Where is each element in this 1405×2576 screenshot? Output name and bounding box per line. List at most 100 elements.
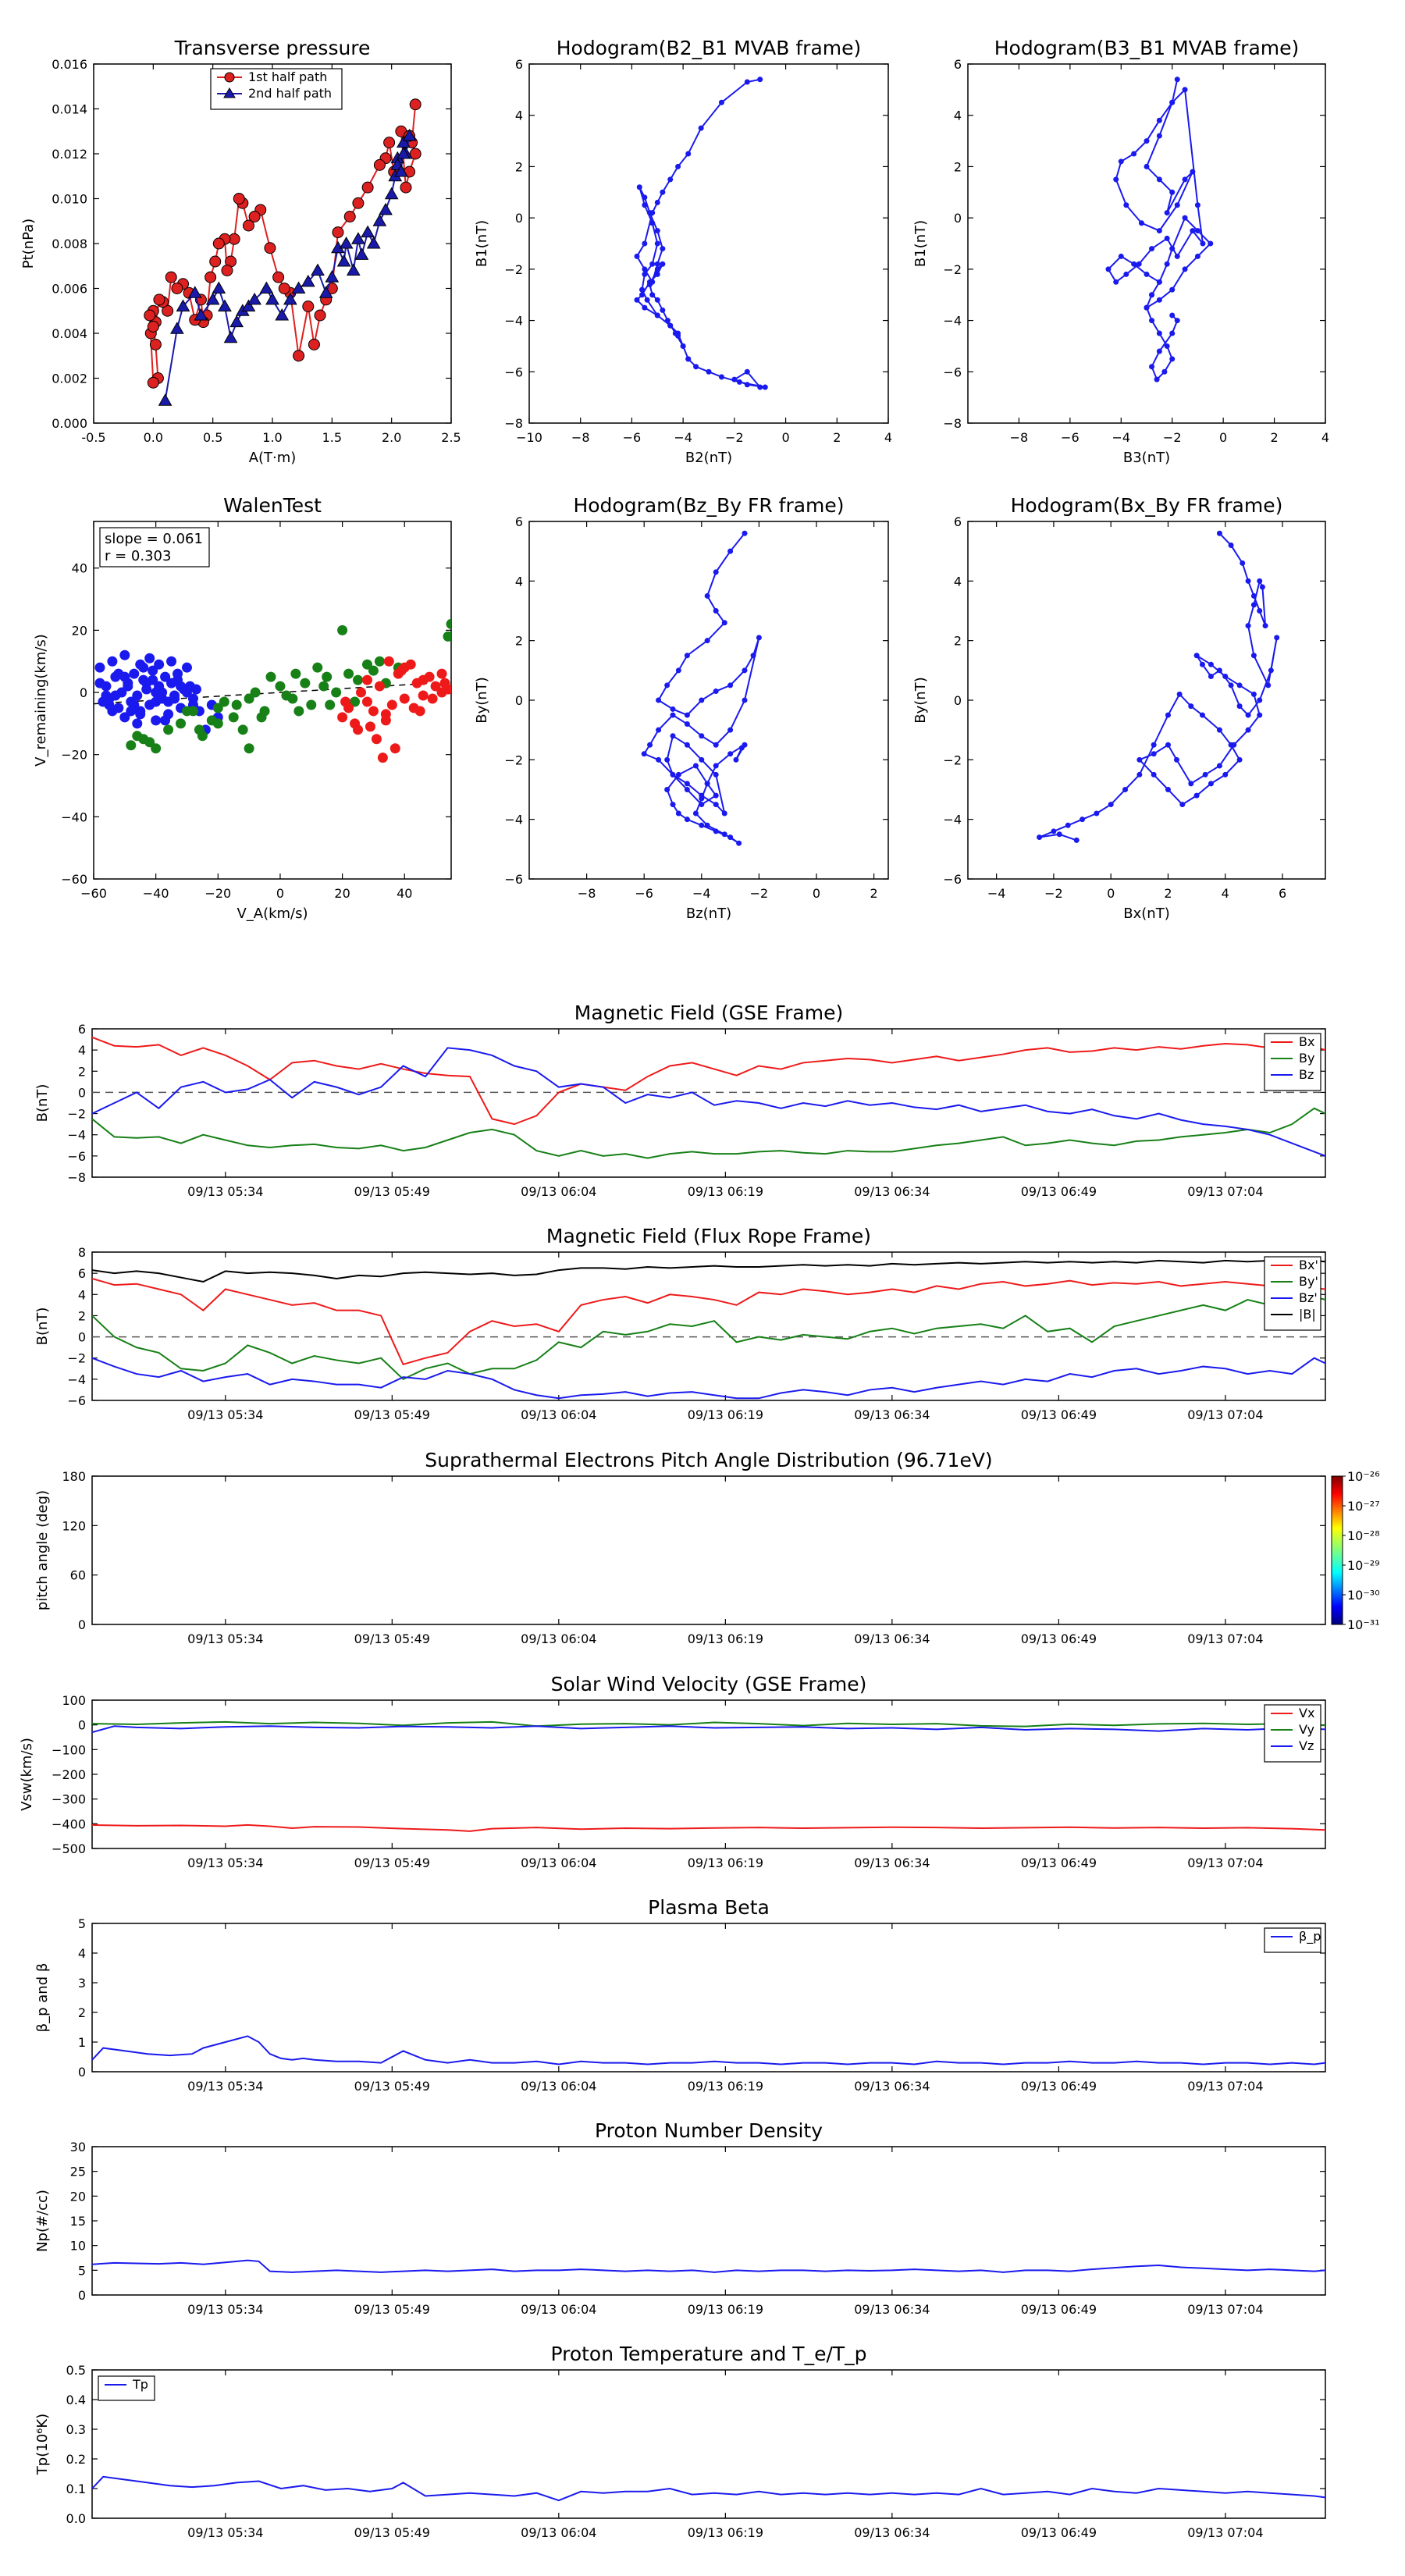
y-tick-label: −20 (61, 748, 87, 763)
colorbar-label: 10⁻³¹ (1347, 1617, 1380, 1632)
data-point (1051, 828, 1057, 834)
x-tick-label: −60 (80, 886, 107, 901)
data-point (664, 318, 670, 324)
legend-entry: 2nd half path (248, 86, 332, 101)
data-point (181, 706, 192, 717)
x-axis-label: V_A(km/s) (237, 906, 308, 922)
x-tick-label: -0.5 (81, 430, 105, 445)
x-tick-label: 09/13 06:34 (854, 1184, 930, 1199)
y-tick-label: 0.4 (66, 2393, 86, 2407)
data-point (1149, 364, 1155, 370)
x-tick-label: 20 (334, 886, 350, 901)
data-point (738, 745, 745, 751)
data-point (368, 706, 379, 717)
data-point (306, 699, 317, 710)
chart-title: Magnetic Field (Flux Rope Frame) (546, 1225, 871, 1247)
data-point (649, 220, 656, 226)
r-annotation: r = 0.303 (105, 548, 171, 564)
data-point (1174, 202, 1180, 208)
legend-box (1264, 1704, 1321, 1763)
data-point (165, 271, 177, 283)
data-point (1176, 691, 1183, 697)
data-point (1200, 240, 1206, 247)
y-tick-label: 0.006 (52, 282, 87, 297)
x-tick-label: −6 (623, 430, 642, 445)
y-tick-label: 0 (78, 2288, 86, 2303)
data-point (1144, 138, 1150, 144)
data-point (169, 693, 180, 704)
data-point (265, 671, 276, 682)
data-point (346, 263, 361, 276)
y-tick-label: −300 (52, 1792, 86, 1807)
data-point (1208, 661, 1214, 667)
data-point (439, 678, 450, 688)
x-tick-label: −4 (692, 886, 711, 901)
y-tick-label: 0 (78, 1718, 86, 1733)
x-tick-label: −8 (578, 886, 596, 901)
y-tick-label: −40 (61, 809, 87, 824)
y-tick-label: 0 (515, 693, 523, 708)
y-tick-label: 6 (515, 514, 523, 529)
y-tick-label: −6 (504, 365, 523, 379)
data-point (153, 294, 165, 306)
data-point (1094, 810, 1100, 817)
y-tick-label: −8 (504, 416, 523, 431)
data-point (275, 681, 286, 692)
data-point (275, 308, 290, 321)
data-point (212, 237, 225, 250)
legend-entry: By (1299, 1051, 1314, 1066)
data-point (107, 706, 118, 717)
legend-entry: Vy (1299, 1722, 1314, 1737)
data-point (119, 712, 130, 723)
y-tick-label: 2 (78, 1308, 86, 1323)
data-point (397, 146, 411, 159)
data-point (293, 706, 304, 717)
data-point (132, 718, 143, 729)
y-tick-label: 0.012 (52, 147, 87, 162)
data-point (365, 721, 375, 732)
data-point (1113, 279, 1119, 285)
panel-mag: Magnetic Field (GSE Frame) −8 −6 −4 −2 0 2 4 6 09… (34, 1002, 1326, 1199)
data-point (242, 219, 254, 232)
x-tick-label: 0 (1107, 886, 1115, 901)
chart-title: Solar Wind Velocity (GSE Frame) (551, 1673, 867, 1695)
data-point (1073, 837, 1080, 843)
x-tick-label: 09/13 05:49 (354, 1856, 430, 1870)
plot-frame (91, 1251, 1326, 1401)
data-point (718, 99, 724, 105)
x-tick-label: 4 (1321, 430, 1329, 445)
data-point (372, 214, 387, 226)
x-tick-label: 09/13 06:04 (521, 2302, 596, 2317)
data-point (1165, 712, 1171, 718)
data-point (361, 225, 375, 238)
data-point (223, 330, 238, 343)
x-tick-label: 09/13 05:34 (187, 1631, 263, 1646)
colorbar-label: 10⁻²⁷ (1347, 1499, 1380, 1514)
data-point (1123, 271, 1129, 277)
data-point (1250, 653, 1257, 659)
data-point (218, 299, 232, 311)
data-point (151, 696, 162, 707)
data-point (351, 232, 365, 244)
y-tick-label: −2 (504, 753, 523, 767)
x-axis-label: B3(nT) (1123, 450, 1170, 466)
data-point (144, 653, 155, 664)
x-tick-label: 09/13 06:49 (1021, 1856, 1097, 1870)
x-axis-label: Bx(nT) (1123, 906, 1169, 922)
data-point (446, 618, 451, 629)
data-point (368, 665, 379, 676)
x-tick-label: 2 (1164, 886, 1172, 901)
data-point (684, 712, 690, 718)
data-point (1056, 831, 1062, 838)
x-tick-label: 09/13 05:34 (187, 1407, 263, 1422)
data-point (163, 724, 174, 735)
data-point (119, 649, 130, 660)
legend-entry: Bz (1299, 1067, 1314, 1082)
panel-tp: Transverse pressure 0.000 0.002 0.004 0.006 0… (20, 37, 461, 466)
legend-entry: By' (1299, 1274, 1318, 1289)
data-point (354, 247, 369, 260)
chart-title: Transverse pressure (174, 37, 371, 59)
x-tick-label: −8 (571, 430, 590, 445)
x-tick-label: −20 (205, 886, 231, 901)
y-tick-label: 30 (70, 2140, 86, 2154)
